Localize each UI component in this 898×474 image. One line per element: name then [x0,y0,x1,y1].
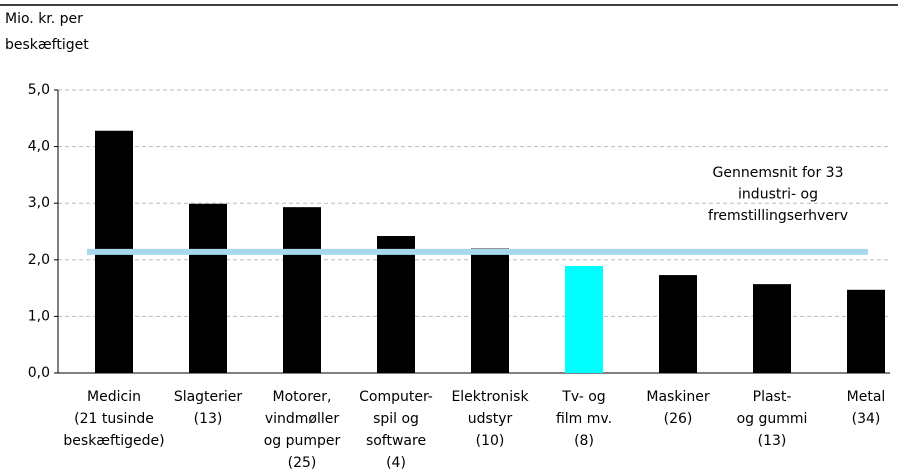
y-tick-label: 0,0 [28,365,50,381]
y-tick-label: 4,0 [28,139,50,155]
y-axis-label: beskæftiget [5,37,89,53]
x-tick-label: udstyr [468,411,513,427]
x-tick-label: Metal [847,389,886,405]
y-tick-label: 5,0 [28,82,50,98]
average-annotation: Gennemsnit for 33 [713,165,844,181]
x-tick-label: og gummi [737,411,808,427]
y-tick-label: 1,0 [28,308,50,324]
x-tick-label: Elektronisk [451,389,529,405]
x-tick-label: (10) [476,433,505,449]
bar [565,266,603,373]
x-tick-label: software [366,433,426,449]
x-tick-label: Tv- og [561,389,605,405]
x-tick-label: (13) [194,411,223,427]
bar [471,248,509,373]
x-tick-label: (4) [386,455,406,471]
x-tick-label: (34) [852,411,881,427]
average-annotation: fremstillingserhverv [708,208,848,224]
x-tick-label: Plast- [753,389,792,405]
x-tick-label: (21 tusinde [74,411,154,427]
bar [377,236,415,373]
x-tick-label: beskæftigede) [63,433,164,449]
x-tick-label: vindmøller [265,411,340,427]
x-tick-label: (26) [664,411,693,427]
bar [189,203,227,373]
x-tick-label: og pumper [264,433,341,449]
x-tick-label: Medicin [87,389,141,405]
x-tick-label: Motorer, [273,389,332,405]
bar [283,207,321,373]
y-axis-label: Mio. kr. per [5,11,83,27]
x-tick-label: Computer- [359,389,433,405]
average-annotation: industri- og [738,187,818,203]
x-tick-label: film mv. [556,411,612,427]
bar [847,289,885,373]
x-tick-label: Maskiner [646,389,709,405]
bar [659,275,697,373]
y-tick-label: 3,0 [28,195,50,211]
x-tick-label: (25) [288,455,317,471]
x-tick-label: (8) [574,433,594,449]
x-tick-label: (13) [758,433,787,449]
y-tick-label: 2,0 [28,252,50,268]
x-tick-label: Slagterier [174,389,243,405]
bar [753,284,791,373]
x-tick-label: spil og [373,411,419,427]
